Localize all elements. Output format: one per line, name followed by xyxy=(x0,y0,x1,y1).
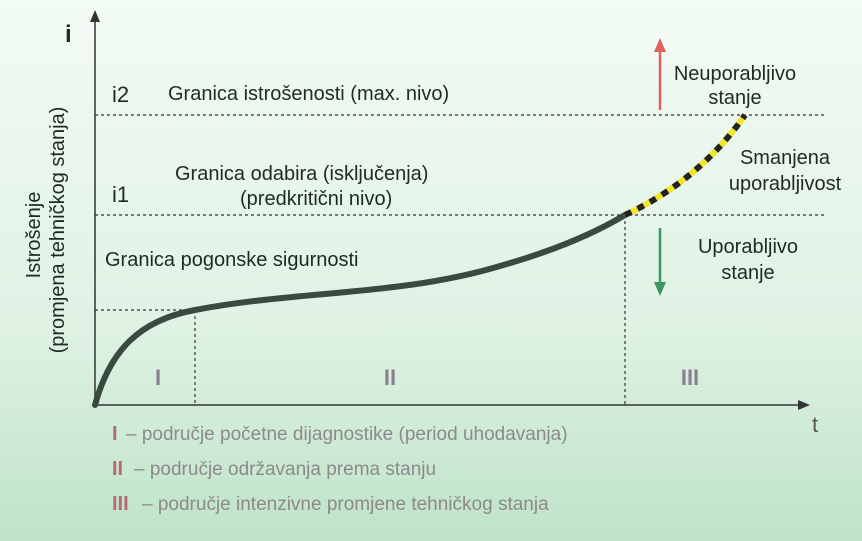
up-arrow-head xyxy=(654,38,666,52)
legend-numeral: II xyxy=(112,458,123,480)
state-label: Smanjena xyxy=(740,147,831,169)
state-label: uporabljivost xyxy=(729,173,842,195)
state-label: stanje xyxy=(708,87,761,109)
zone-label: I xyxy=(155,365,161,390)
zone-label: II xyxy=(384,365,396,390)
level-label: (predkritični nivo) xyxy=(240,188,392,210)
legend-numeral: III xyxy=(112,493,129,515)
legend-text: – područje održavanja prema stanju xyxy=(134,459,436,480)
state-label: Neuporabljivo xyxy=(674,63,796,85)
x-arrow xyxy=(798,400,810,410)
state-label: Uporabljivo xyxy=(698,236,798,258)
wear-curve-reduced-dash xyxy=(623,113,748,218)
state-label: stanje xyxy=(721,262,774,284)
zone-label: III xyxy=(681,365,699,390)
y-label: Istrošenje xyxy=(23,192,45,279)
legend-text: – područje intenzivne promjene tehničkog… xyxy=(142,494,549,515)
legend-text: – područje početne dijagnostike (period … xyxy=(126,424,568,445)
level-label: Granica istrošenosti (max. nivo) xyxy=(168,83,449,105)
level-label: Granica pogonske sigurnosti xyxy=(105,249,358,271)
wear-curve xyxy=(92,212,628,408)
level-symbol: i1 xyxy=(112,182,129,207)
level-symbol: i2 xyxy=(112,82,129,107)
x-symbol: t xyxy=(812,412,818,437)
y-arrow xyxy=(90,10,100,22)
y-symbol: i xyxy=(65,21,72,48)
level-label: Granica odabira (isključenja) xyxy=(175,163,428,185)
y-label: (promjena tehničkog stanja) xyxy=(47,107,69,354)
legend-numeral: I xyxy=(112,423,118,445)
down-arrow-head xyxy=(654,282,666,296)
